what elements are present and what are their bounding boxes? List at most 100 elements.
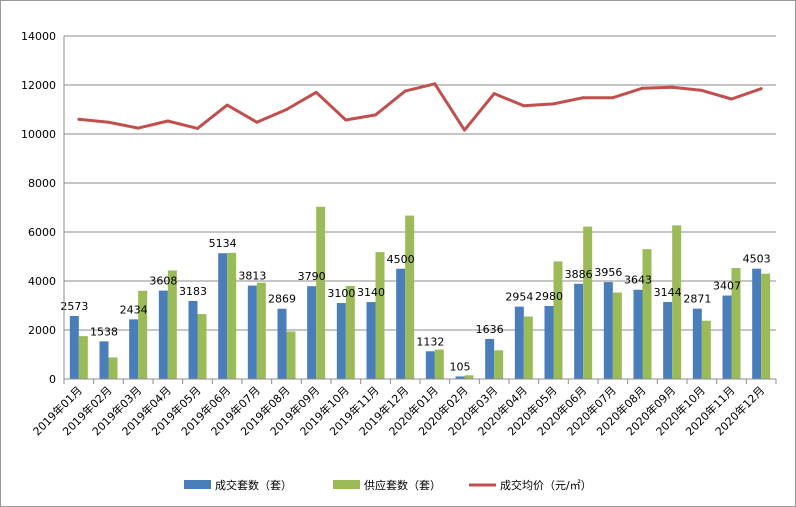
price-point [700,88,704,92]
bar-deals [277,308,287,379]
bar-supply [434,349,444,379]
y-tick-label: 8000 [28,177,56,190]
bar-deals [574,283,584,379]
data-label: 3183 [179,285,207,298]
data-label: 2434 [120,303,148,316]
data-label: 3956 [594,266,622,279]
bar-supply [108,357,118,379]
bar-deals [129,319,139,379]
price-point [641,86,644,90]
bar-deals [692,308,702,379]
y-tick-label: 2000 [28,324,56,337]
price-point [136,126,140,130]
bar-deals [485,338,495,379]
price-point [463,128,466,132]
bar-deals [307,286,317,379]
bar-deals [396,268,406,379]
bar-deals [188,301,198,379]
price-point [433,82,437,86]
bar-deals [514,306,524,379]
bar-supply [345,285,355,379]
bar-supply [583,226,593,379]
y-tick-label: 14000 [21,30,56,43]
bar-deals [336,303,346,379]
price-point [730,97,733,101]
price-point [77,117,81,121]
data-label: 3886 [565,268,593,281]
bar-deals [218,253,228,379]
bar-supply [78,336,88,379]
bar-supply [523,316,533,379]
bar-supply [494,350,504,379]
price-point [670,85,674,89]
bar-supply [167,270,177,379]
data-label: 1132 [416,335,444,348]
bar-deals [633,289,643,379]
price-point [196,126,199,130]
bar-deals [366,302,376,379]
bar-supply [731,268,741,379]
line-layer [77,82,763,132]
bar-supply [701,320,711,379]
legend-swatch [184,480,211,489]
price-point [552,102,555,106]
data-label: 3813 [238,270,266,283]
data-label: 3140 [357,286,385,299]
data-label: 3100 [327,287,355,300]
bar-supply [316,206,326,379]
data-label: 2871 [683,293,711,306]
data-label: 2954 [505,291,533,304]
price-point [314,90,318,94]
data-label: 1636 [476,323,504,336]
bar-supply [227,252,237,379]
price-line [78,82,762,132]
bar-deals [722,295,732,379]
bar-supply [375,252,385,379]
price-point [344,118,348,122]
bar-supply [672,225,682,379]
bar-deals [425,351,435,379]
y-tick-label: 6000 [28,226,56,239]
data-label: 2573 [60,300,88,313]
price-point [107,120,110,124]
y-tick-label: 4000 [28,275,56,288]
data-label: 2980 [535,290,563,303]
bar-deals [99,341,109,379]
price-point [285,108,288,111]
bar-deals [247,285,257,379]
legend-label: 供应套数（套） [364,478,441,492]
bar-supply [464,375,474,379]
bar-layer [69,206,771,379]
data-label: 5134 [209,237,237,250]
price-point [403,89,407,93]
bar-supply [642,249,652,379]
legend: 成交套数（套） 供应套数（套） 成交均价（元/㎡） [184,478,592,492]
bar-deals [69,315,79,379]
data-label: 3790 [298,270,326,283]
bar-supply [286,331,296,379]
bar-deals [158,290,168,379]
bar-deals [544,305,554,379]
y-tick-label: 10000 [21,128,56,141]
bar-deals [663,301,673,379]
data-label: 1538 [90,325,118,338]
bar-supply [405,215,415,379]
bar-supply [761,273,771,379]
data-label: 4500 [387,253,415,266]
price-point [759,87,763,91]
data-label: 3608 [149,275,177,288]
price-point [492,92,496,96]
legend-label: 成交均价（元/㎡） [500,478,592,492]
y-tick-label: 0 [49,373,56,386]
price-point [581,96,585,100]
bar-supply [138,290,148,379]
price-point [166,119,170,123]
grid-layer [64,35,776,331]
bar-deals [752,268,762,379]
data-label: 4503 [743,253,771,266]
bar-supply [256,282,266,379]
price-point [225,103,229,107]
